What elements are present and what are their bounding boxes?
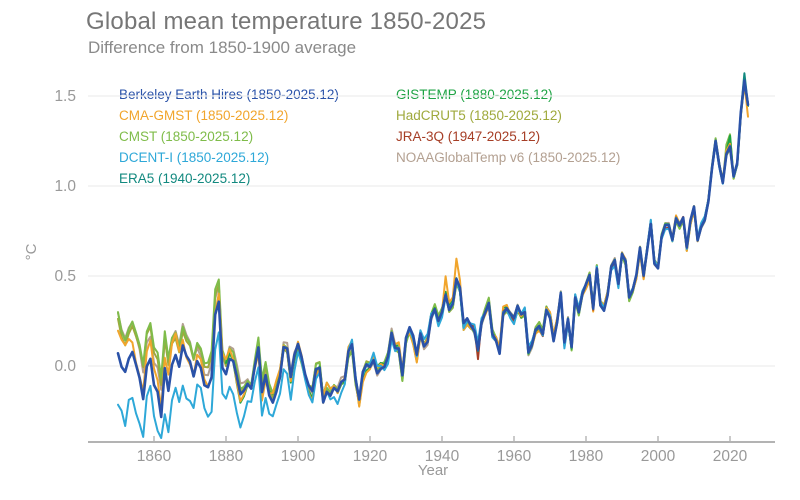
legend-item-gistemp: GISTEMP (1880-2025.12) bbox=[396, 87, 553, 102]
legend-item-era5: ERA5 (1940-2025.12) bbox=[119, 171, 251, 186]
series-lines bbox=[116, 72, 750, 439]
legend-item-cmst: CMST (1850-2025.12) bbox=[119, 129, 254, 144]
x-tick-label-1940: 1940 bbox=[425, 448, 460, 465]
x-tick-label-1880: 1880 bbox=[209, 448, 244, 465]
chart-title: Global mean temperature 1850-2025 bbox=[86, 8, 487, 35]
y-tick-label-1.5: 1.5 bbox=[54, 88, 76, 105]
y-axis-unit-label: °C bbox=[23, 243, 40, 260]
legend-item-dcent-i: DCENT-I (1850-2025.12) bbox=[119, 150, 270, 165]
series-line-gistemp bbox=[225, 82, 749, 407]
legend-item-berkeley-earth-hires: Berkeley Earth Hires (1850-2025.12) bbox=[119, 87, 339, 102]
series-line-era5 bbox=[441, 72, 749, 355]
y-tick-label-1.0: 1.0 bbox=[54, 178, 76, 195]
x-axis: 1860 1880 1900 1920 1940 1960 1980 2000 2020 bbox=[88, 436, 775, 465]
legend-column-2: GISTEMP (1880-2025.12) HadCRUT5 (1850-20… bbox=[396, 84, 620, 168]
y-tick-label-0.5: 0.5 bbox=[54, 268, 76, 285]
x-tick-label-1860: 1860 bbox=[137, 448, 172, 465]
x-tick-label-1980: 1980 bbox=[569, 448, 604, 465]
legend-item-cma-gmst: CMA-GMST (1850-2025.12) bbox=[119, 108, 289, 123]
x-tick-label-1900: 1900 bbox=[281, 448, 316, 465]
y-axis: 0.0 0.5 1.0 1.5 bbox=[54, 88, 76, 375]
gridlines bbox=[88, 95, 775, 367]
x-tick-label-2020: 2020 bbox=[713, 448, 748, 465]
x-tick-label-1960: 1960 bbox=[497, 448, 532, 465]
legend-item-hadcrut5: HadCRUT5 (1850-2025.12) bbox=[396, 108, 562, 123]
x-axis-title: Year bbox=[418, 462, 448, 479]
x-tick-label-1920: 1920 bbox=[353, 448, 388, 465]
legend-item-jra-3q: JRA-3Q (1947-2025.12) bbox=[396, 129, 541, 144]
legend-column-1: Berkeley Earth Hires (1850-2025.12) CMA-… bbox=[119, 84, 339, 189]
x-tick-label-2000: 2000 bbox=[641, 448, 676, 465]
chart-subtitle: Difference from 1850-1900 average bbox=[88, 38, 357, 57]
series-line-berkeley-earth-hires bbox=[116, 79, 750, 419]
legend-item-noaaglobaltemp-v6: NOAAGlobalTemp v6 (1850-2025.12) bbox=[396, 150, 621, 165]
y-tick-label-0.0: 0.0 bbox=[54, 358, 76, 375]
